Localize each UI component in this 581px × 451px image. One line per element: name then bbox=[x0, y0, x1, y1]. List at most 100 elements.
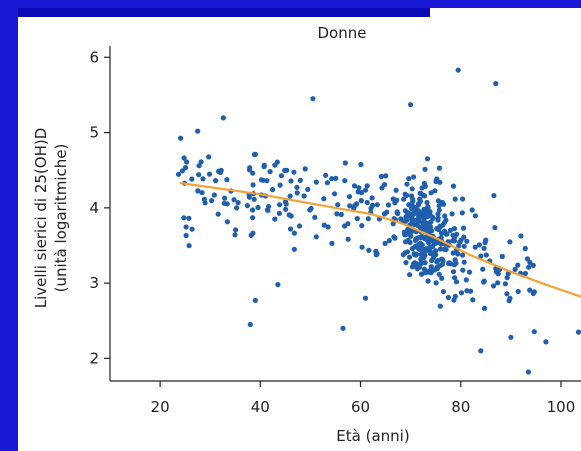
y-tick-label: 2 bbox=[89, 349, 99, 367]
data-point bbox=[186, 215, 192, 221]
data-point bbox=[321, 222, 327, 228]
data-point bbox=[340, 325, 346, 331]
data-point bbox=[447, 227, 453, 233]
data-point bbox=[390, 196, 396, 202]
data-point bbox=[409, 246, 415, 252]
data-point bbox=[478, 348, 484, 354]
data-point bbox=[524, 256, 530, 262]
data-point bbox=[502, 281, 508, 287]
data-point bbox=[451, 238, 458, 244]
data-point bbox=[402, 250, 408, 256]
data-point bbox=[334, 211, 340, 217]
data-point bbox=[450, 250, 456, 256]
data-point bbox=[439, 256, 445, 263]
data-point bbox=[451, 226, 458, 232]
data-point bbox=[374, 251, 380, 257]
data-point bbox=[232, 232, 238, 238]
data-point bbox=[423, 212, 429, 218]
data-point bbox=[522, 245, 528, 252]
data-point bbox=[424, 156, 431, 162]
data-point bbox=[244, 203, 250, 209]
data-point bbox=[493, 81, 499, 87]
data-point bbox=[423, 246, 429, 252]
data-point bbox=[472, 213, 478, 219]
data-point bbox=[452, 275, 458, 281]
data-point bbox=[179, 168, 185, 174]
data-point bbox=[412, 237, 418, 243]
data-point bbox=[417, 196, 423, 202]
data-point bbox=[209, 198, 215, 204]
data-point bbox=[233, 227, 239, 233]
data-point bbox=[250, 207, 256, 213]
data-point bbox=[504, 275, 510, 281]
data-point bbox=[441, 246, 447, 252]
slide-panel: Donne Livelli sierici di 25(OH)D (unità … bbox=[18, 8, 581, 451]
data-point bbox=[324, 180, 330, 186]
y-tick-label: 4 bbox=[89, 199, 99, 217]
data-point bbox=[434, 264, 440, 271]
y-tick-label: 3 bbox=[89, 274, 99, 292]
data-point bbox=[425, 204, 431, 210]
data-point bbox=[183, 232, 189, 239]
data-point bbox=[408, 233, 414, 239]
data-point bbox=[390, 221, 396, 227]
data-point bbox=[425, 240, 431, 246]
data-point bbox=[345, 236, 351, 242]
data-point bbox=[463, 277, 469, 283]
data-point bbox=[275, 282, 281, 288]
data-point bbox=[464, 238, 470, 244]
data-point bbox=[277, 202, 283, 208]
data-point bbox=[418, 271, 424, 277]
data-point bbox=[186, 243, 192, 249]
data-point bbox=[419, 234, 425, 240]
axes: 2 3 4 5 6 20 40 60 80 100 bbox=[89, 46, 581, 416]
data-point bbox=[312, 214, 318, 220]
data-point bbox=[526, 264, 532, 270]
x-tick-label: 60 bbox=[351, 398, 370, 416]
data-point bbox=[283, 201, 289, 207]
data-point bbox=[425, 227, 431, 233]
data-point bbox=[294, 190, 300, 196]
data-point bbox=[407, 272, 413, 278]
data-point bbox=[215, 211, 221, 217]
data-point bbox=[508, 334, 514, 340]
data-point bbox=[355, 189, 361, 195]
data-point bbox=[436, 203, 442, 209]
y-axis-label-line1: Livelli sierici di 25(OH)D bbox=[32, 128, 50, 309]
data-point bbox=[274, 159, 280, 165]
data-point bbox=[402, 232, 409, 238]
data-point bbox=[374, 202, 380, 208]
data-point bbox=[332, 191, 338, 197]
data-point bbox=[342, 160, 348, 166]
data-point bbox=[499, 253, 505, 260]
data-point bbox=[504, 291, 510, 297]
data-point bbox=[492, 225, 498, 231]
data-point bbox=[450, 269, 457, 275]
data-point bbox=[481, 245, 487, 251]
data-point bbox=[283, 206, 289, 212]
data-point bbox=[518, 233, 524, 239]
data-point bbox=[406, 176, 412, 182]
data-point bbox=[450, 183, 457, 189]
data-point bbox=[453, 279, 460, 285]
data-point bbox=[404, 181, 410, 187]
scatter-chart: Donne Livelli sierici di 25(OH)D (unità … bbox=[32, 24, 581, 445]
data-point bbox=[196, 172, 202, 178]
data-point bbox=[531, 329, 537, 335]
data-point bbox=[231, 197, 237, 203]
data-point bbox=[437, 303, 443, 309]
data-point bbox=[411, 208, 417, 214]
data-point bbox=[409, 186, 415, 192]
data-point bbox=[329, 176, 335, 182]
data-point bbox=[452, 293, 458, 299]
data-point bbox=[408, 229, 414, 235]
data-point bbox=[418, 251, 424, 258]
data-point bbox=[252, 297, 258, 303]
data-point bbox=[359, 244, 365, 250]
data-point bbox=[506, 298, 512, 304]
data-point bbox=[250, 182, 256, 188]
data-point bbox=[482, 240, 488, 246]
data-point bbox=[407, 239, 413, 246]
data-point bbox=[346, 194, 353, 200]
data-point bbox=[364, 183, 370, 189]
